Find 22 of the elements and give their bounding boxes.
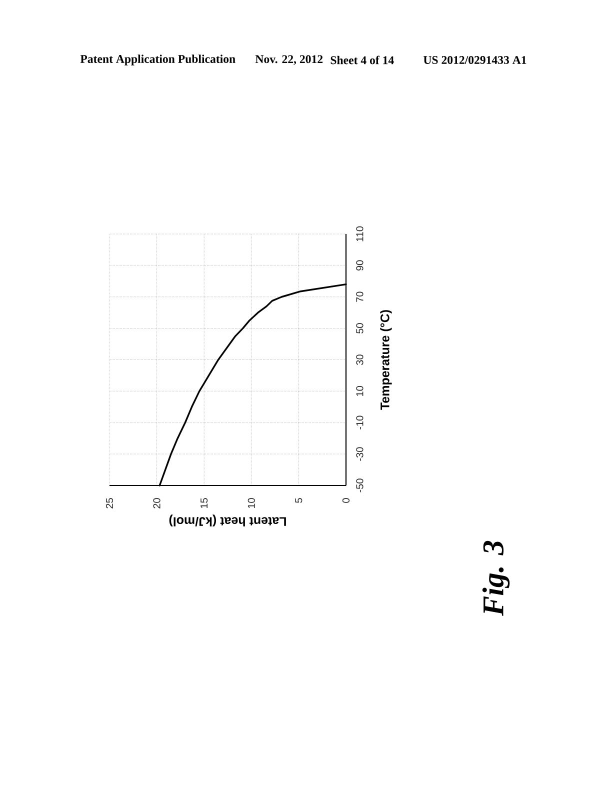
y-tick-label: -50: [356, 478, 364, 492]
y-tick-label: 90: [356, 260, 364, 271]
x-axis-title: Latent heat (kJ/mol): [169, 514, 286, 526]
text: Sheet 4 of 14: [330, 56, 394, 64]
x-tick-label: 15: [200, 498, 208, 508]
caption: Fig. 3: [482, 540, 510, 616]
y-tick-label: 110: [356, 226, 364, 242]
y-tick-label: 70: [356, 292, 364, 302]
x-tick-label: 0: [342, 498, 350, 503]
y-tick-label: -30: [356, 447, 364, 461]
x-tick-label: 10: [248, 498, 255, 508]
y-tick-label: 10: [356, 386, 364, 396]
y-tick-label: -10: [356, 416, 364, 430]
y-axis-title: Temperature (°C): [380, 310, 392, 410]
x-tick-label: 20: [153, 498, 160, 508]
x-tick-label: 5: [295, 498, 302, 503]
text: Nov. 22, 2012: [255, 55, 323, 65]
y-tick-label: 50: [356, 323, 364, 334]
text: US 2012/0291433 A1: [424, 56, 526, 64]
text: Patent Application Publication: [80, 54, 236, 66]
x-tick-label: 25: [106, 498, 114, 508]
y-tick-label: 30: [356, 354, 364, 365]
